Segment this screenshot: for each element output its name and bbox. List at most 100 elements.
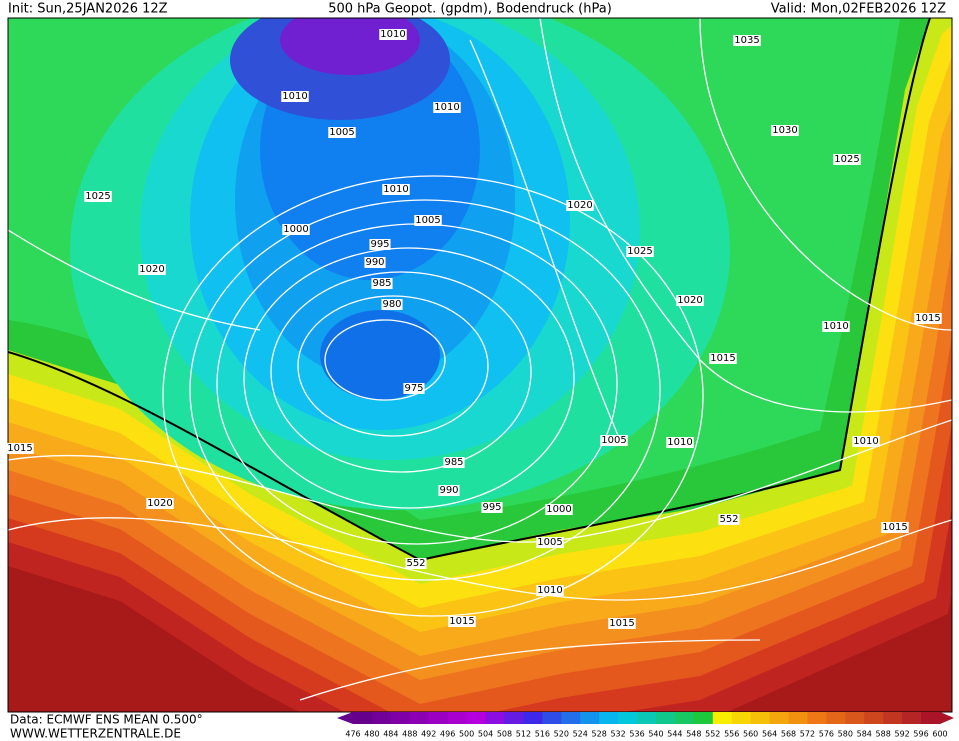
isobar-label-bg (382, 184, 410, 195)
colorbar-label: 524 (573, 730, 588, 739)
colorbar-swatch (542, 712, 562, 724)
colorbar-label: 488 (402, 730, 417, 739)
isobar (297, 295, 489, 437)
isobar-label-bg (379, 29, 407, 40)
isobar-label-bg (566, 200, 594, 211)
isobar-label: 552 (406, 558, 425, 569)
colorbar-label: 496 (440, 730, 455, 739)
map (8, 18, 952, 712)
colorbar-swatch (731, 712, 752, 724)
isobar-label: 1010 (434, 102, 459, 113)
isobar-label-bg (881, 522, 909, 533)
isobar-label-bg (282, 224, 310, 235)
isobar (8, 229, 261, 331)
isobar (162, 175, 704, 617)
colorbar-label: 596 (913, 730, 928, 739)
colorbar-label: 532 (610, 730, 625, 739)
isobar-label-bg (481, 502, 503, 513)
isobar-label: 975 (404, 383, 423, 394)
isobar (189, 199, 661, 581)
isobar-label: 1015 (7, 443, 32, 454)
isobar (299, 639, 761, 701)
colorbar-label: 572 (800, 730, 815, 739)
colorbar-swatch (637, 712, 657, 724)
init-time: Init: Sun,25JAN2026 12Z (8, 2, 168, 17)
isobar-label: 995 (482, 502, 501, 513)
contour-552 (8, 18, 931, 562)
isobar-label-bg (328, 127, 356, 138)
colorbar-swatch (428, 712, 449, 724)
isobar-label-bg (433, 102, 461, 113)
data-source: Data: ECMWF ENS MEAN 0.500° (10, 713, 203, 727)
isobar-label: 1010 (383, 184, 408, 195)
colorbar-swatch (807, 712, 827, 724)
isobar-label-bg (281, 91, 309, 102)
isobar-label-bg (403, 383, 425, 394)
colorbar-label: 500 (459, 730, 474, 739)
colorbar-swatch (409, 712, 430, 724)
colorbar-label: 476 (345, 730, 360, 739)
isobar-label: 1015 (882, 522, 907, 533)
colorbar-swatch (845, 712, 865, 724)
isobar-label: 1015 (710, 353, 735, 364)
colorbar-swatch (485, 712, 505, 724)
isobar-label: 1005 (329, 127, 354, 138)
isobar-label-bg (438, 485, 460, 496)
colorbar-label: 552 (705, 730, 720, 739)
isobar-label-bg (369, 239, 391, 250)
colorbar-label: 484 (383, 730, 398, 739)
colorbar-label: 568 (781, 730, 796, 739)
colorbar-label: 584 (857, 730, 872, 739)
colorbar-swatch (618, 712, 638, 724)
isobar-label-bg (676, 295, 704, 306)
colorbar-swatch (599, 712, 619, 724)
colorbar-label: 564 (762, 730, 777, 739)
colorbar-label: 580 (838, 730, 853, 739)
isobar-label: 1010 (853, 436, 878, 447)
isobar-label-bg (536, 585, 564, 596)
isobar-label-bg (405, 558, 427, 569)
colorbar-swatch (447, 712, 468, 724)
isobar-label-bg (666, 437, 694, 448)
isobar-label: 985 (444, 457, 463, 468)
isobar-label: 1020 (567, 200, 592, 211)
colorbar-label: 548 (686, 730, 701, 739)
isobar-label-bg (536, 537, 564, 548)
isobar-label-bg (600, 435, 628, 446)
colorbar-swatch (788, 712, 808, 724)
colorbar-swatch (371, 712, 392, 724)
isobar-label: 1010 (823, 321, 848, 332)
isobar-label: 1025 (85, 191, 110, 202)
isobar-label: 1005 (415, 215, 440, 226)
map-title: 500 hPa Geopot. (gpdm), Bodendruck (hPa) (328, 2, 612, 17)
colorbar-swatch (504, 712, 524, 724)
isobar-label: 1025 (834, 154, 859, 165)
colorbar-swatch (750, 712, 771, 724)
colorbar-label: 556 (724, 730, 739, 739)
isobar-label: 1005 (601, 435, 626, 446)
isobar (699, 18, 952, 331)
colorbar-label: 592 (894, 730, 909, 739)
colorbar-label: 576 (819, 730, 834, 739)
colorbar-swatch (674, 712, 695, 724)
isobar-label: 1020 (147, 498, 172, 509)
colorbar-swatch (712, 712, 733, 724)
isobar-label: 1020 (677, 295, 702, 306)
colorbar-label: 520 (554, 730, 569, 739)
site: WWW.WETTERZENTRALE.DE (10, 727, 181, 741)
isobar-label: 980 (382, 299, 401, 310)
colorbar-swatch (466, 712, 487, 724)
colorbar-swatch (769, 712, 790, 724)
isobar-label: 985 (372, 278, 391, 289)
colorbar-swatch (523, 712, 543, 724)
colorbar-label: 504 (478, 730, 493, 739)
colorbar-label: 516 (535, 730, 550, 739)
isobar-label: 1005 (537, 537, 562, 548)
colorbar-label: 560 (743, 730, 758, 739)
isobar-label: 1015 (449, 616, 474, 627)
colorbar-swatch (390, 712, 411, 724)
colorbar-label: 528 (592, 730, 607, 739)
colorbar-swatch (693, 712, 714, 724)
colorbar-label: 508 (497, 730, 512, 739)
